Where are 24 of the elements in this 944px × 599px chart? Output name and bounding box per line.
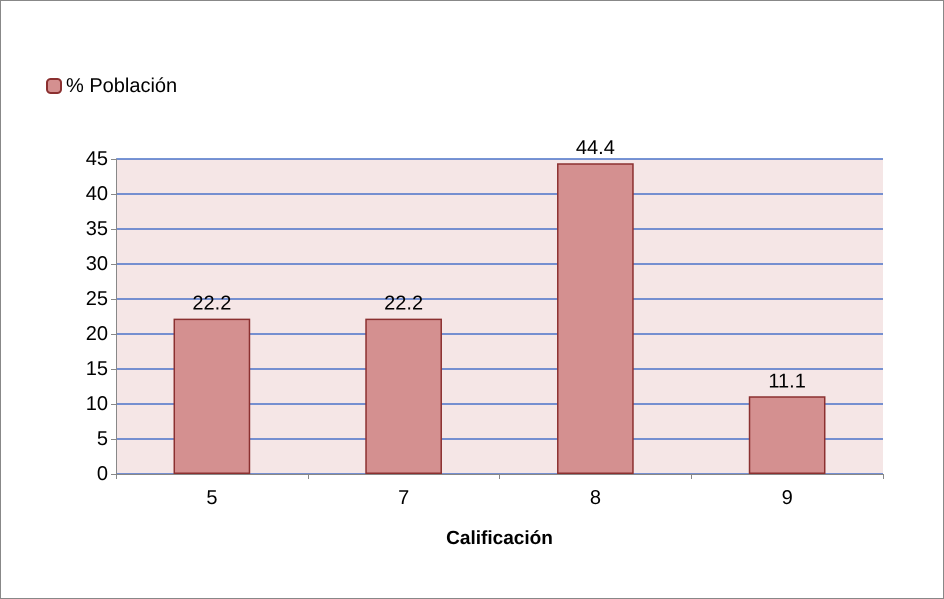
data-label: 22.2 (384, 292, 424, 315)
legend-label: % Población (66, 75, 178, 97)
data-label: 44.4 (576, 137, 615, 160)
data-label: 11.1 (768, 370, 806, 392)
y-tick-label: 45 (86, 148, 108, 170)
x-tick-label: 7 (398, 487, 410, 509)
y-tick-label: 40 (86, 183, 108, 205)
y-tick-label: 10 (86, 393, 108, 415)
bar (557, 163, 634, 474)
y-tick-label: 25 (86, 288, 108, 310)
x-tick-label: 5 (206, 487, 218, 509)
data-label: 22.2 (192, 292, 232, 315)
y-tick-label: 0 (96, 463, 108, 485)
bar (174, 318, 250, 474)
x-tick-label: 8 (590, 487, 601, 509)
bar (748, 396, 826, 474)
x-tick-label: 9 (782, 487, 793, 509)
y-tick-label: 35 (86, 218, 108, 240)
y-tick-label: 5 (96, 428, 108, 450)
y-tick-label: 15 (86, 358, 108, 380)
y-tick-label: 30 (86, 253, 108, 275)
bar (365, 318, 442, 474)
x-axis-title: Calificación (446, 528, 553, 549)
y-tick-label: 20 (86, 323, 108, 345)
